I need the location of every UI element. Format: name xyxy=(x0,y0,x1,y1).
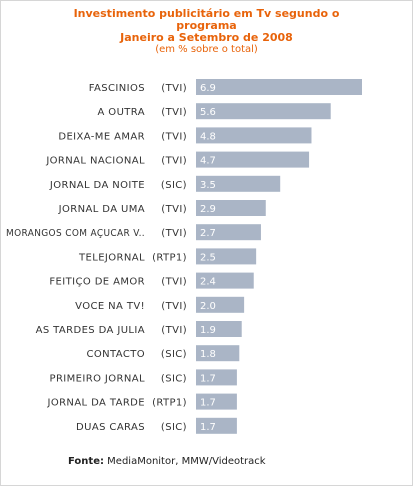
category-channel-label: (TVI) xyxy=(161,131,187,142)
bar-value-label: 1.8 xyxy=(200,349,216,360)
bar-value-label: 2.0 xyxy=(200,301,216,312)
bar-value-label: 1.7 xyxy=(200,398,216,409)
category-label: AS TARDES DA JULIA xyxy=(36,325,145,336)
bar xyxy=(196,369,237,386)
category-channel-label: (TVI) xyxy=(161,83,187,94)
bar xyxy=(196,200,266,216)
category-label: A OUTRA xyxy=(97,107,145,118)
category-label: JORNAL NACIONAL xyxy=(45,156,145,167)
bar xyxy=(196,393,237,410)
category-channel-label: (SIC) xyxy=(161,180,187,191)
source-note: Fonte: MediaMonitor, MMW/Videotrack xyxy=(68,456,266,467)
bar xyxy=(196,272,254,289)
bar-value-label: 4.7 xyxy=(200,156,216,167)
chart-title-line-1: Investimento publicitário em Tv segundo … xyxy=(73,7,340,20)
bar xyxy=(196,248,257,265)
bar-value-label: 1.9 xyxy=(200,325,216,336)
source-separator: : xyxy=(99,456,104,467)
category-label: JORNAL DA NOITE xyxy=(49,180,145,191)
bar-value-label: 4.8 xyxy=(200,131,216,142)
category-label: TELEJORNAL xyxy=(78,252,145,263)
source-label: Fonte xyxy=(68,456,100,467)
bar xyxy=(196,79,362,95)
category-label: MORANGOS COM AÇUCAR V.. xyxy=(6,228,145,239)
category-channel-label: (TVI) xyxy=(161,325,187,336)
category-label: DEIXA-ME AMAR xyxy=(58,131,145,142)
bar xyxy=(196,151,310,168)
bar-value-label: 3.5 xyxy=(200,180,216,191)
bar-value-label: 6.9 xyxy=(200,83,216,94)
category-label: CONTACTO xyxy=(87,349,146,360)
category-label: PRIMEIRO JORNAL xyxy=(50,373,146,384)
category-channel-label: (TVI) xyxy=(161,301,187,312)
category-label: VOCE NA TV! xyxy=(75,301,145,312)
chart-title-line-3: Janeiro a Setembro de 2008 xyxy=(120,31,293,44)
bar xyxy=(196,321,242,337)
source-text: MediaMonitor, MMW/Videotrack xyxy=(103,456,266,467)
bar-value-label: 2.7 xyxy=(200,228,216,239)
category-channel-label: (SIC) xyxy=(161,422,187,433)
bar xyxy=(196,417,237,434)
category-channel-label: (SIC) xyxy=(161,349,187,360)
category-channel-label: (RTP1) xyxy=(152,398,187,409)
category-label: FASCINIOS xyxy=(89,83,145,94)
bar xyxy=(196,103,331,120)
bar xyxy=(196,175,281,192)
bar-value-label: 2.9 xyxy=(200,204,216,215)
category-label: JORNAL DA UMA xyxy=(58,204,145,215)
category-label: DUAS CARAS xyxy=(76,422,145,433)
bar-value-label: 1.7 xyxy=(200,373,216,384)
category-channel-label: (TVI) xyxy=(161,156,187,167)
bar xyxy=(196,296,245,313)
bar xyxy=(196,345,240,362)
category-channel-label: (RTP1) xyxy=(152,252,187,263)
category-channel-label: (TVI) xyxy=(161,107,187,118)
bar-value-label: 2.4 xyxy=(200,277,216,288)
category-channel-label: (SIC) xyxy=(161,373,187,384)
bar xyxy=(196,127,312,144)
category-label: FEITIÇO DE AMOR xyxy=(49,277,145,288)
bar-value-label: 2.5 xyxy=(200,252,216,263)
bar-value-label: 1.7 xyxy=(200,422,216,433)
category-label: JORNAL DA TARDE xyxy=(46,398,145,409)
category-channel-label: (TVI) xyxy=(161,228,187,239)
bar-value-label: 5.6 xyxy=(200,107,216,118)
bar xyxy=(196,224,261,241)
category-channel-label: (TVI) xyxy=(161,204,187,215)
category-channel-label: (TVI) xyxy=(161,277,187,288)
chart-subtitle: (em % sobre o total) xyxy=(155,44,258,55)
chart-title-line-2: programa xyxy=(176,19,237,32)
